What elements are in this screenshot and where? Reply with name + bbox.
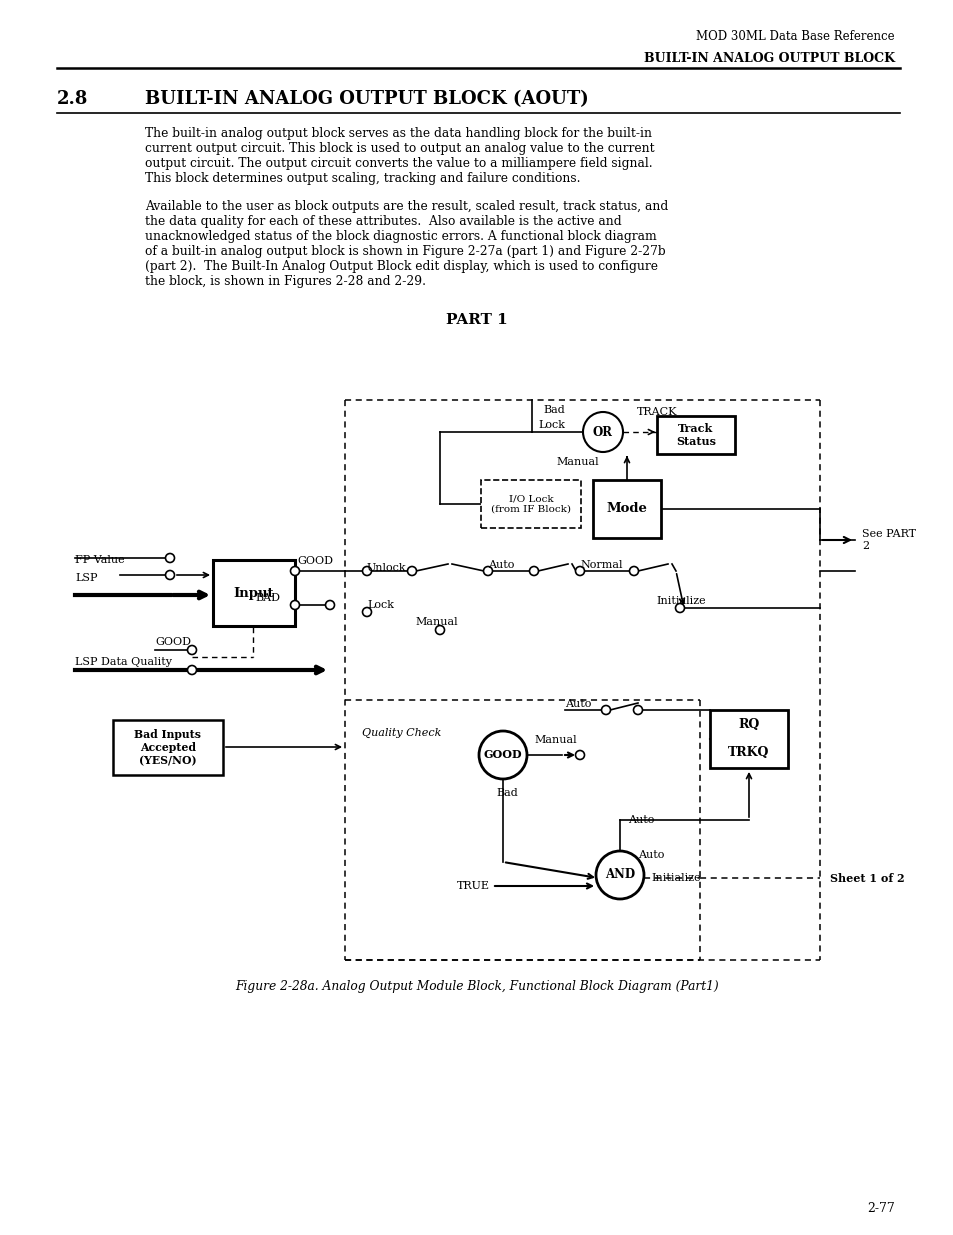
Text: output circuit. The output circuit converts the value to a milliampere field sig: output circuit. The output circuit conve… <box>145 157 652 170</box>
Circle shape <box>529 567 537 576</box>
Text: (part 2).  The Built-In Analog Output Block edit display, which is used to confi: (part 2). The Built-In Analog Output Blo… <box>145 261 658 273</box>
Bar <box>709 710 787 768</box>
Text: GOOD: GOOD <box>483 750 521 761</box>
Text: LSP: LSP <box>75 573 97 583</box>
Text: Mode: Mode <box>606 503 647 515</box>
Circle shape <box>362 608 371 616</box>
Text: Lock: Lock <box>537 420 564 430</box>
Bar <box>213 559 294 626</box>
Circle shape <box>478 731 526 779</box>
Text: OR: OR <box>593 426 613 438</box>
Text: Lock: Lock <box>367 600 394 610</box>
Text: Initialize: Initialize <box>656 597 705 606</box>
Text: I/O Lock
(from IF Block): I/O Lock (from IF Block) <box>491 494 571 514</box>
Text: PART 1: PART 1 <box>446 312 507 327</box>
Circle shape <box>291 567 299 576</box>
Text: Available to the user as block outputs are the result, scaled result, track stat: Available to the user as block outputs a… <box>145 200 667 212</box>
Text: See PART
2: See PART 2 <box>862 530 915 551</box>
Text: Manual: Manual <box>534 735 576 745</box>
Text: Unlock: Unlock <box>367 563 406 573</box>
Text: Auto: Auto <box>488 559 514 571</box>
Text: Figure 2-28a. Analog Output Module Block, Functional Block Diagram (Part1): Figure 2-28a. Analog Output Module Block… <box>235 981 718 993</box>
Text: The built-in analog output block serves as the data handling block for the built: The built-in analog output block serves … <box>145 127 651 140</box>
Circle shape <box>582 412 622 452</box>
Circle shape <box>165 571 174 579</box>
Text: Normal: Normal <box>579 559 622 571</box>
Text: 2-77: 2-77 <box>866 1202 894 1215</box>
Circle shape <box>675 604 684 613</box>
Text: Quality Check: Quality Check <box>361 727 441 739</box>
Circle shape <box>362 567 371 576</box>
Circle shape <box>483 567 492 576</box>
Text: the data quality for each of these attributes.  Also available is the active and: the data quality for each of these attri… <box>145 215 621 228</box>
Circle shape <box>435 625 444 635</box>
Bar <box>480 480 580 529</box>
Text: BAD: BAD <box>254 593 280 603</box>
Text: BUILT-IN ANALOG OUTPUT BLOCK: BUILT-IN ANALOG OUTPUT BLOCK <box>643 52 894 65</box>
Text: Auto: Auto <box>638 850 663 860</box>
Text: of a built-in analog output block is shown in Figure 2-27a (part 1) and Figure 2: of a built-in analog output block is sho… <box>145 245 665 258</box>
Circle shape <box>575 567 584 576</box>
Text: Auto: Auto <box>564 699 591 709</box>
Circle shape <box>629 567 638 576</box>
Text: MOD 30ML Data Base Reference: MOD 30ML Data Base Reference <box>696 30 894 43</box>
Text: TRKQ: TRKQ <box>727 746 769 760</box>
Text: Bad: Bad <box>542 405 564 415</box>
Text: Initialize: Initialize <box>650 873 700 883</box>
Text: FP Value: FP Value <box>75 555 125 564</box>
Text: Manual: Manual <box>557 457 598 467</box>
Text: Auto: Auto <box>627 815 654 825</box>
Text: This block determines output scaling, tracking and failure conditions.: This block determines output scaling, tr… <box>145 172 579 185</box>
Text: Bad Inputs
Accepted
(YES/NO): Bad Inputs Accepted (YES/NO) <box>134 729 201 766</box>
Text: BUILT-IN ANALOG OUTPUT BLOCK (AOUT): BUILT-IN ANALOG OUTPUT BLOCK (AOUT) <box>145 90 588 107</box>
Text: LSP Data Quality: LSP Data Quality <box>75 657 172 667</box>
Circle shape <box>601 705 610 715</box>
Circle shape <box>407 567 416 576</box>
Text: Sheet 1 of 2: Sheet 1 of 2 <box>829 872 903 883</box>
Bar <box>657 416 734 454</box>
Bar <box>593 480 660 538</box>
Text: GOOD: GOOD <box>296 556 333 566</box>
Text: Input: Input <box>233 587 274 599</box>
Text: TRACK: TRACK <box>637 408 677 417</box>
Text: Manual: Manual <box>415 618 457 627</box>
Text: TRUE: TRUE <box>456 881 490 890</box>
Text: 2.8: 2.8 <box>57 90 89 107</box>
Circle shape <box>291 600 299 610</box>
Circle shape <box>596 851 643 899</box>
Text: RQ: RQ <box>738 718 759 730</box>
Circle shape <box>575 751 584 760</box>
Text: current output circuit. This block is used to output an analog value to the curr: current output circuit. This block is us… <box>145 142 654 156</box>
Text: GOOD: GOOD <box>154 637 191 647</box>
Circle shape <box>188 646 196 655</box>
Bar <box>112 720 223 776</box>
Circle shape <box>633 705 641 715</box>
Circle shape <box>188 666 196 674</box>
Text: AND: AND <box>604 868 635 882</box>
Text: Bad: Bad <box>496 788 517 798</box>
Text: Track
Status: Track Status <box>676 424 716 447</box>
Text: the block, is shown in Figures 2-28 and 2-29.: the block, is shown in Figures 2-28 and … <box>145 275 426 288</box>
Circle shape <box>325 600 335 610</box>
Text: unacknowledged status of the block diagnostic errors. A functional block diagram: unacknowledged status of the block diagn… <box>145 230 656 243</box>
Circle shape <box>165 553 174 562</box>
